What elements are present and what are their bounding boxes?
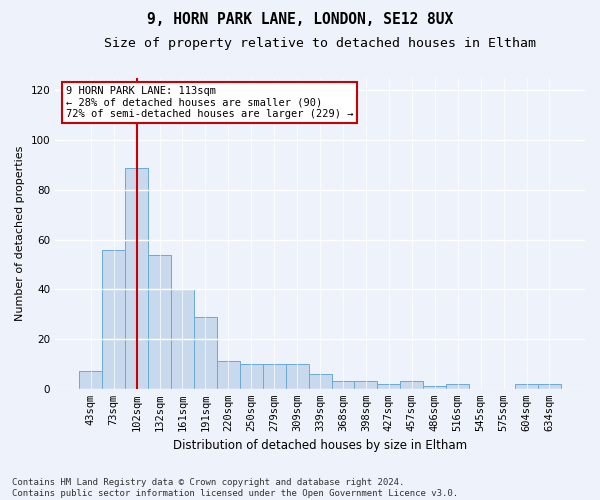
Bar [79,372,102,389]
Bar [515,384,538,389]
Text: 9 HORN PARK LANE: 113sqm
← 28% of detached houses are smaller (90)
72% of semi-d: 9 HORN PARK LANE: 113sqm ← 28% of detach… [66,86,353,119]
Bar [102,250,125,389]
Bar [355,382,377,389]
Bar [148,254,171,389]
Title: Size of property relative to detached houses in Eltham: Size of property relative to detached ho… [104,38,536,51]
Bar [400,382,423,389]
Y-axis label: Number of detached properties: Number of detached properties [15,146,25,321]
Bar [171,290,194,389]
Bar [332,382,355,389]
Bar [125,168,148,389]
Bar [240,364,263,389]
Bar [286,364,308,389]
Bar [538,384,561,389]
Text: Contains HM Land Registry data © Crown copyright and database right 2024.
Contai: Contains HM Land Registry data © Crown c… [12,478,458,498]
Bar [423,386,446,389]
Bar [263,364,286,389]
Bar [217,362,240,389]
Bar [377,384,400,389]
X-axis label: Distribution of detached houses by size in Eltham: Distribution of detached houses by size … [173,440,467,452]
Bar [308,374,332,389]
Bar [194,316,217,389]
Text: 9, HORN PARK LANE, LONDON, SE12 8UX: 9, HORN PARK LANE, LONDON, SE12 8UX [147,12,453,28]
Bar [446,384,469,389]
